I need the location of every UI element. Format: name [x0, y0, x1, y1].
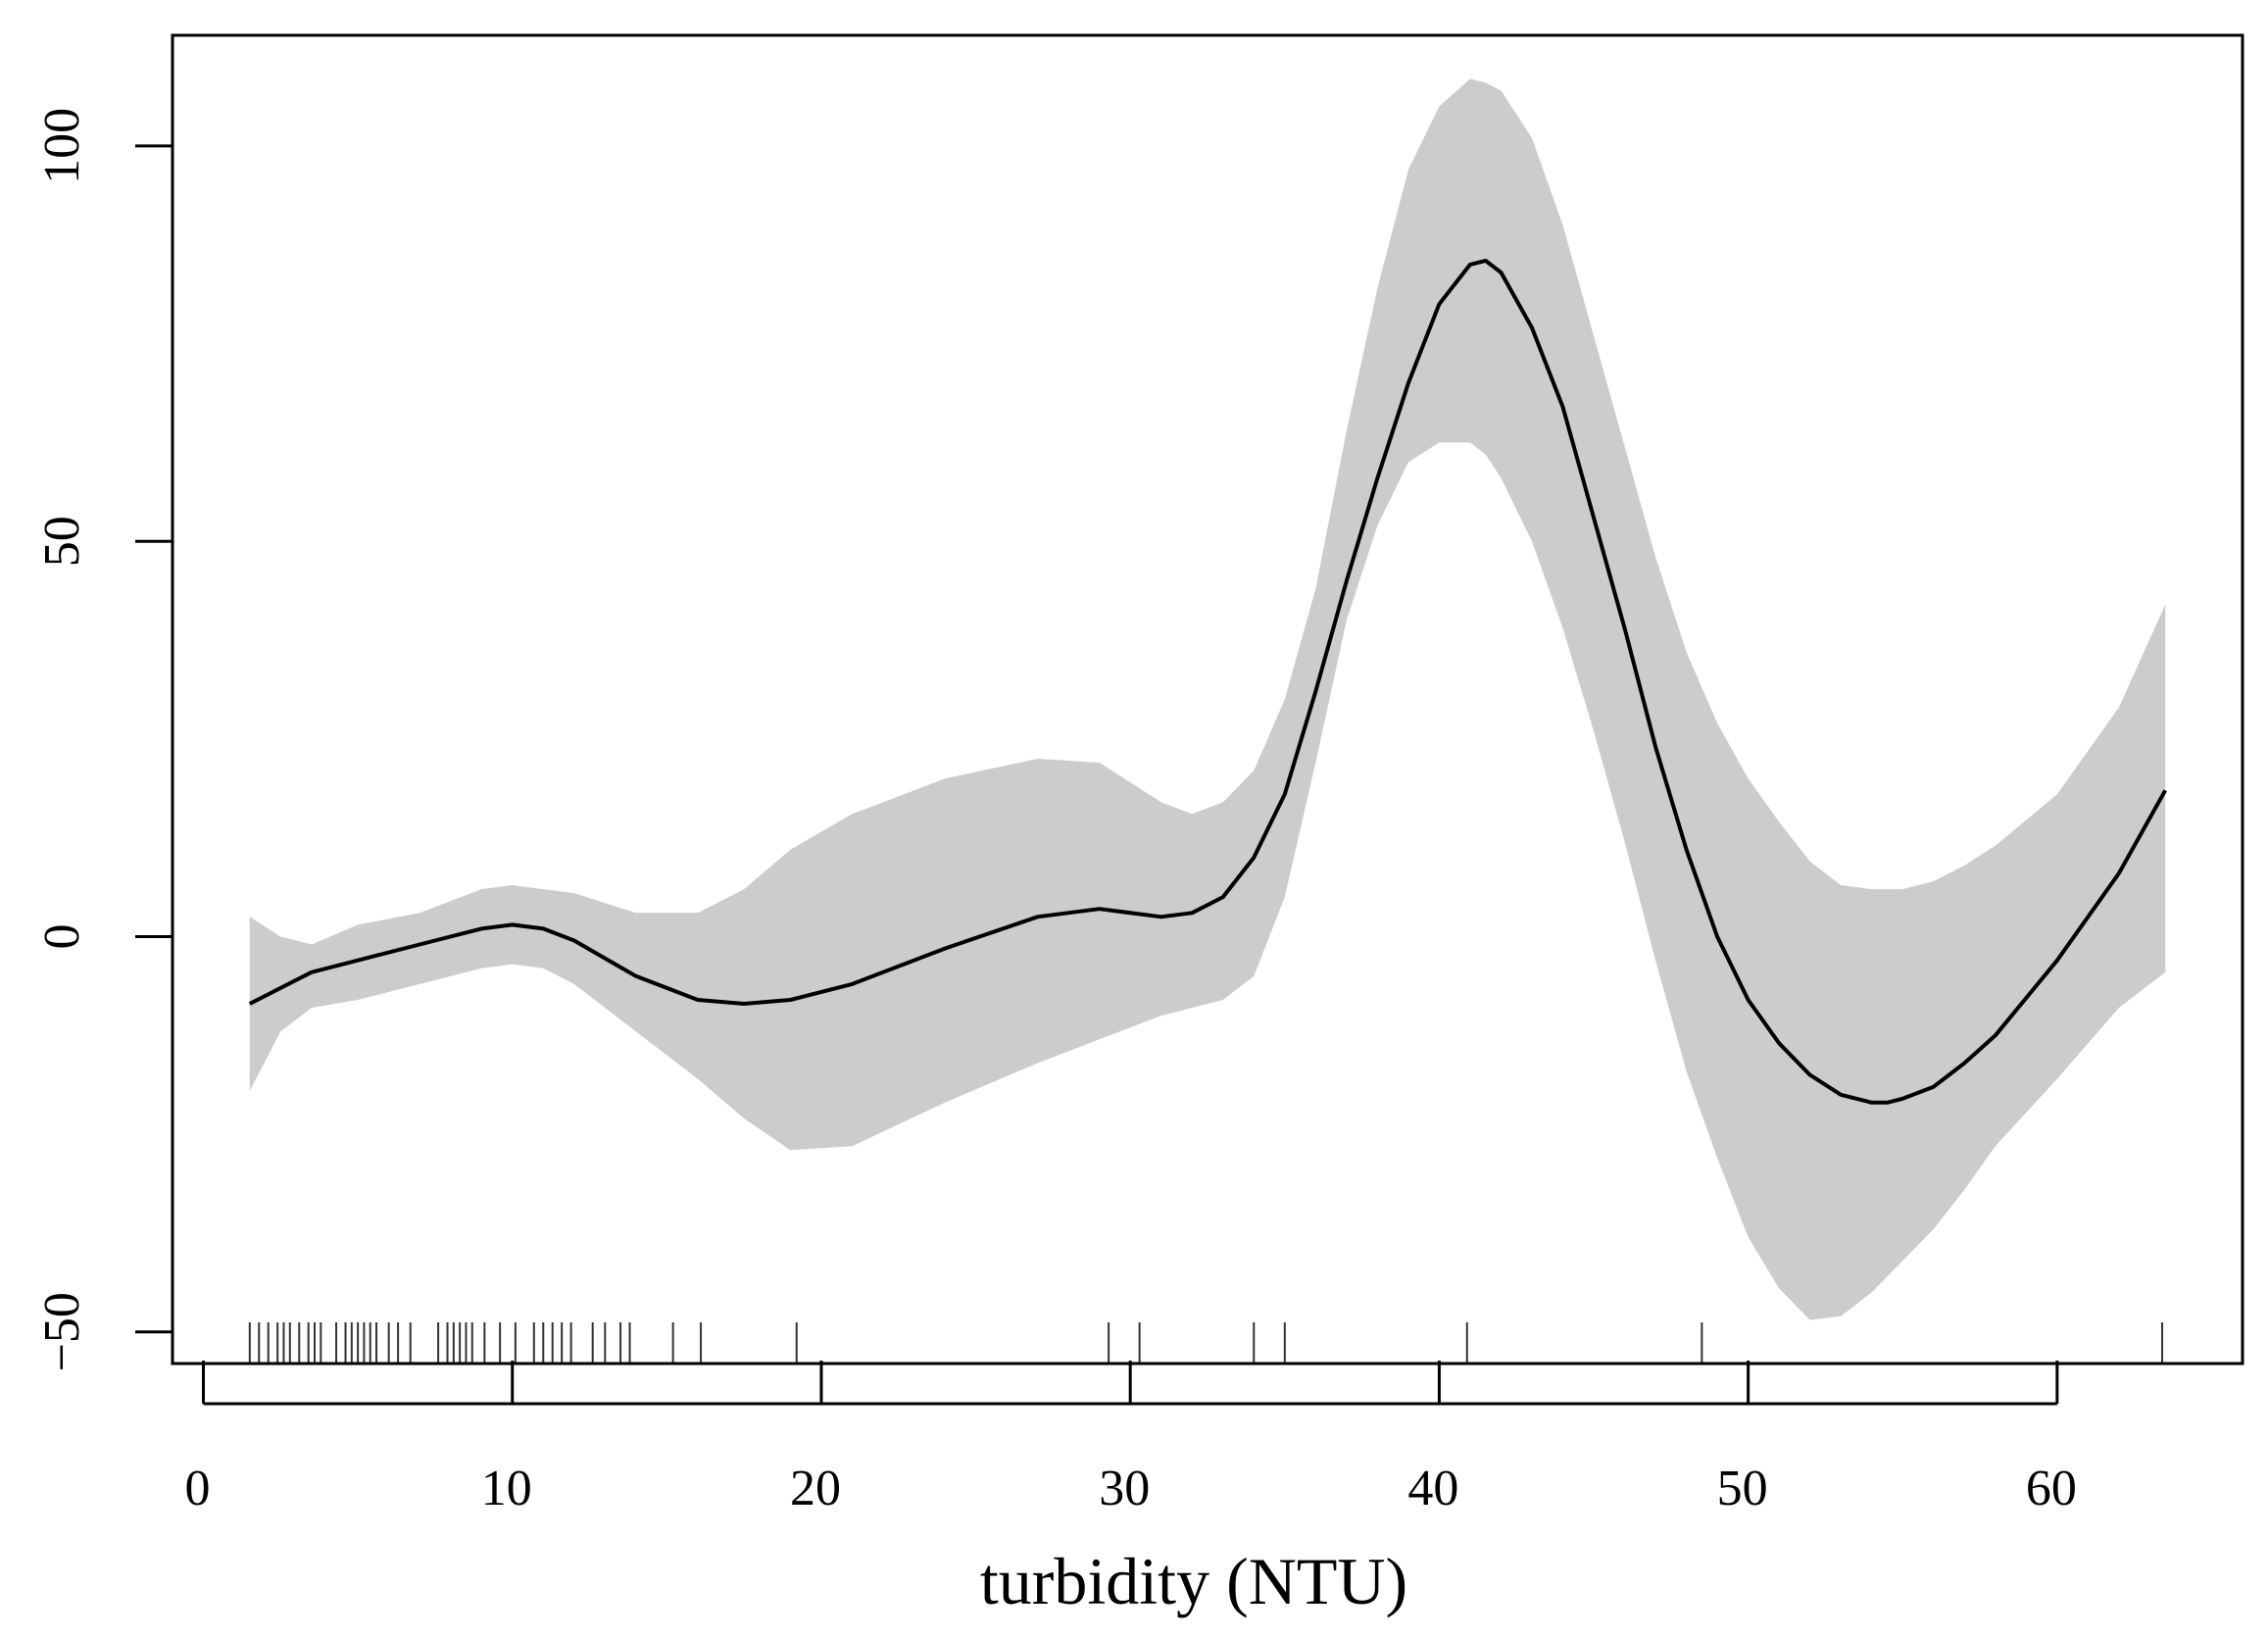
x-tick-label: 30 [1099, 1461, 1150, 1516]
x-axis-title: turbidity (NTU) [980, 1544, 1407, 1618]
x-tick-label: 60 [2026, 1461, 2077, 1516]
plot-frame [171, 33, 2244, 1365]
y-tick-label: 0 [34, 923, 90, 949]
x-tick-label: 20 [790, 1461, 841, 1516]
plot-area [248, 78, 2167, 1364]
x-tick-label: 50 [1717, 1461, 1768, 1516]
x-tick-label: 10 [481, 1461, 532, 1516]
x-axis: 0 10 20 30 40 50 60 [185, 1361, 2077, 1516]
confidence-band [249, 78, 2166, 1320]
rug-ticks [248, 1322, 2164, 1364]
y-tick-label: 50 [34, 516, 90, 567]
y-tick-label: 100 [34, 108, 90, 184]
y-tick-label: −50 [34, 1292, 90, 1371]
y-axis: −50 0 50 100 [34, 108, 173, 1371]
x-tick-label: 40 [1407, 1461, 1458, 1516]
x-tick-label: 0 [185, 1461, 211, 1516]
fitted-smooth-line [248, 258, 2167, 1105]
